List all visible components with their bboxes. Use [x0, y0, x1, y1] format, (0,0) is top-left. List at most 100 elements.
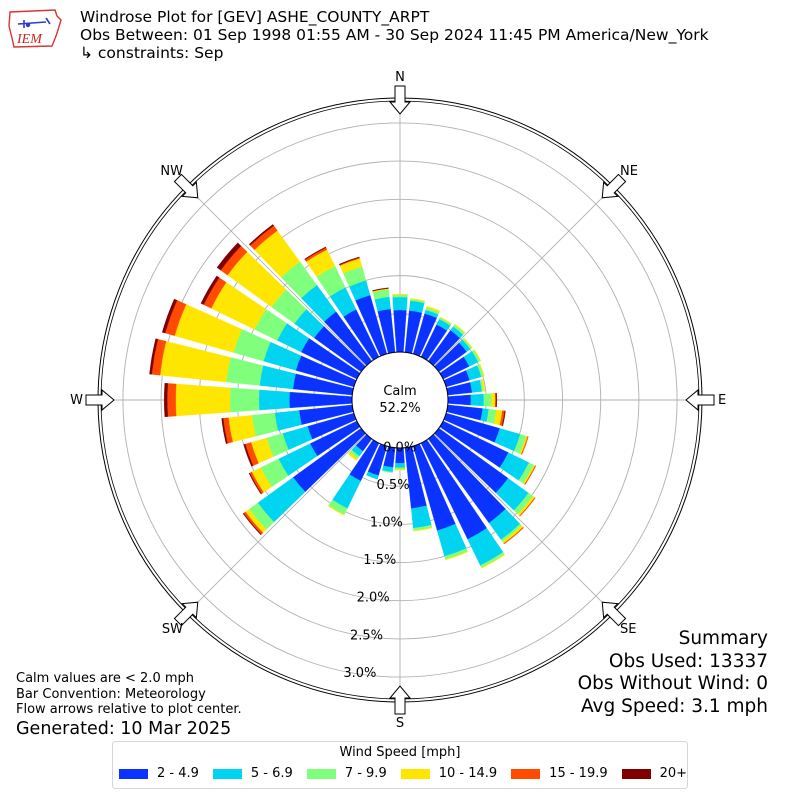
calm-percent: 52.2% [379, 401, 420, 416]
windrose-bar-segment [289, 391, 353, 409]
direction-label-n: N [395, 70, 405, 85]
radial-tick-label: 3.0% [343, 666, 376, 681]
windrose-bar-segment [481, 553, 506, 569]
radial-tick-label: 2.0% [357, 591, 390, 606]
generated-date: Generated: 10 Mar 2025 [16, 718, 232, 739]
legend-item: 5 - 6.9 [212, 766, 293, 781]
windrose-bar-segment [327, 505, 345, 516]
windrose-bar-segment [229, 387, 260, 413]
logo-flow-line [17, 17, 51, 28]
windrose-bar-segment [259, 365, 296, 390]
legend-item: 2 - 4.9 [119, 766, 199, 781]
windrose-bar-segment [161, 298, 178, 334]
legend-items: 2 - 4.9 5 - 6.9 7 - 9.9 10 - 14.9 15 - 19.9 2… [119, 766, 701, 781]
direction-label-ne: NE [620, 164, 638, 179]
flow-arrow-icon [85, 388, 115, 412]
direction-label-w: W [70, 393, 83, 408]
flow-arrow-icon [601, 173, 627, 199]
windrose-bar-segment [447, 394, 472, 406]
windrose-bar-segment [163, 382, 168, 418]
windrose-bar-segment [520, 436, 529, 455]
legend-item: 20+ [621, 766, 688, 781]
flow-arrow-icon [388, 85, 412, 115]
legend-item: 10 - 14.9 [400, 766, 498, 781]
legend-swatch [511, 768, 541, 779]
flow-arrow-note: Flow arrows relative to plot center. [16, 702, 242, 717]
iowa-outline [8, 9, 62, 48]
windrose-bar-segment [426, 305, 441, 313]
windrose-bar-segment [394, 462, 406, 469]
flow-arrow-icon [173, 601, 199, 627]
logo-dot [25, 22, 31, 28]
legend-label: 7 - 9.9 [344, 766, 387, 781]
windrose-bar-segment [481, 379, 486, 392]
legend-swatch [119, 768, 148, 779]
windrose-bar-segment [243, 443, 254, 467]
iem-logo: IEM [8, 9, 62, 48]
summary-block: Summary Obs Used: 13337 Obs Without Wind… [578, 628, 768, 718]
windrose-bar-segment [228, 415, 256, 443]
legend-item: 15 - 19.9 [511, 766, 608, 781]
windrose-bar-segment [524, 465, 537, 485]
direction-label-e: E [718, 393, 726, 408]
windrose-bar-segment [221, 418, 228, 444]
windrose-bar-segment [503, 526, 524, 545]
windrose-bar-segment [411, 505, 432, 529]
windrose-bar-segment [463, 337, 473, 349]
direction-label-nw: NW [160, 164, 183, 179]
windrose-bar-segment [410, 298, 426, 302]
windrose-bar-segment [445, 550, 469, 561]
windrose-bar-segment [479, 363, 485, 377]
summary-title: Summary [678, 628, 768, 649]
legend-title: Wind Speed [mph] [339, 745, 461, 760]
windrose-bar-segment [394, 469, 406, 471]
constraints-label: ↳ constraints: Sep [80, 44, 224, 62]
windrose-bar-segment [216, 242, 242, 271]
windrose-bar-segment [225, 357, 264, 386]
windrose-bar-segment [394, 467, 406, 470]
title-block: Windrose Plot for [GEV] ASHE_COUNTY_ARPT… [80, 8, 709, 62]
windrose-bar-segment [473, 349, 482, 362]
windrose-bar-segment [470, 379, 483, 393]
windrose-bar-segment [392, 294, 408, 298]
radial-tick-label: 0.0% [383, 440, 416, 455]
grid-spoke [187, 187, 367, 367]
windrose-bar-segment [200, 275, 220, 305]
windrose-bar-segment [374, 296, 391, 312]
obs-used: Obs Used: 13337 [608, 650, 768, 672]
windrose-bar-segment [304, 246, 327, 260]
flow-arrow-icon [601, 601, 627, 627]
direction-arrows [85, 85, 715, 715]
calm-circle [351, 351, 449, 449]
windrose-bar-segment [251, 412, 279, 437]
legend-swatch [306, 768, 336, 779]
direction-label-sw: SW [162, 622, 183, 637]
windrose-bar-segment [167, 383, 177, 417]
bar-convention-note: Bar Convention: Meteorology [16, 686, 206, 702]
avg-speed: Avg Speed: 3.1 mph [580, 695, 768, 717]
windrose-bar-segment [248, 472, 262, 495]
obs-without-wind: Obs Without Wind: 0 [577, 673, 768, 694]
windrose-bar-segment [366, 471, 379, 480]
flow-arrow-icon [173, 173, 199, 199]
windrose-bar-segment [175, 383, 231, 417]
windrose-bar-segment [149, 338, 159, 375]
windrose-bar-segment [454, 323, 466, 334]
radial-tick-label: 2.5% [350, 628, 383, 643]
grid-spoke [433, 187, 613, 367]
calm-note: Calm values are < 2.0 mph [16, 671, 195, 686]
grid-spoke [433, 433, 613, 613]
logo-text: IEM [16, 32, 43, 47]
legend: Wind Speed [mph] 2 - 4.9 5 - 6.9 7 - 9.9 10… [112, 741, 688, 789]
windrose-bar-segment [393, 309, 407, 353]
windrose-bar-segment [501, 410, 506, 427]
chart-title: Windrose Plot for [GEV] ASHE_COUNTY_ARPT [80, 8, 430, 26]
windrose-bar-segment [372, 287, 389, 292]
legend-label: 20+ [659, 766, 688, 781]
legend-swatch [212, 768, 242, 779]
radial-tick-label: 0.5% [377, 478, 410, 493]
legend-label: 10 - 14.9 [438, 766, 498, 781]
windrose-bar-segment [483, 393, 492, 407]
windrose-bar-segment [381, 470, 393, 473]
